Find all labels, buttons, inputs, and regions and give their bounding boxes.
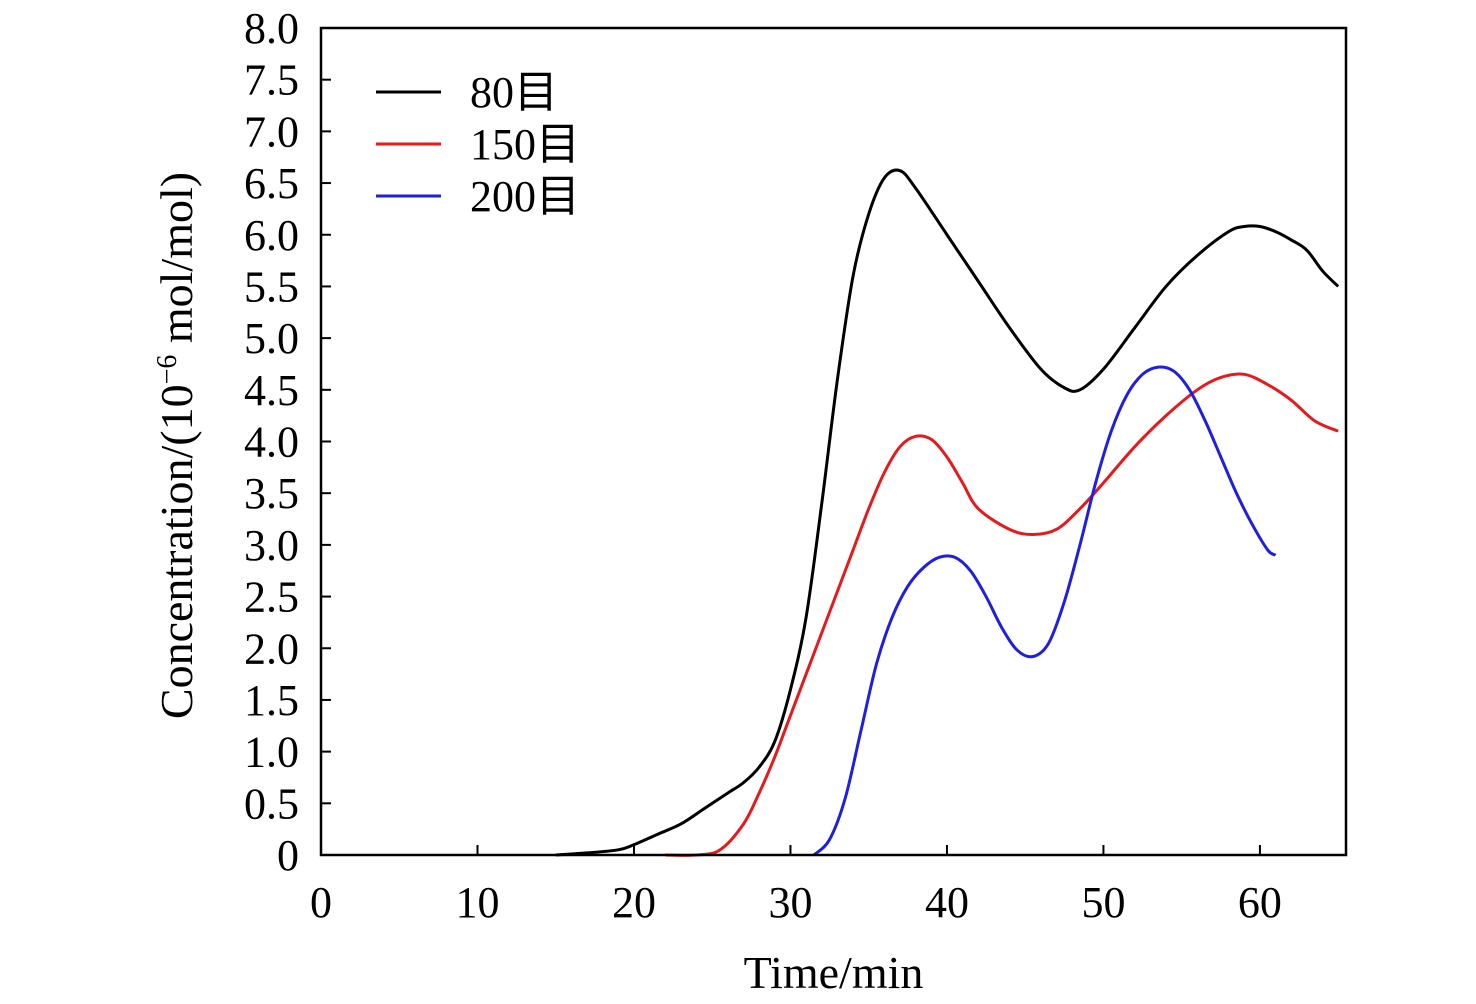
y-tick-label: 0.5 — [244, 779, 299, 828]
series-line-1 — [555, 168, 1340, 857]
y-axis-ticks: 00.51.01.52.02.53.03.54.04.55.05.56.06.5… — [244, 4, 331, 880]
y-tick-label: 5.0 — [244, 314, 299, 363]
y-tick-label: 2.5 — [244, 573, 299, 622]
y-tick-label: 4.5 — [244, 366, 299, 415]
series-line-3 — [812, 365, 1277, 857]
series-line-2 — [665, 372, 1339, 857]
y-tick-label: 3.5 — [244, 469, 299, 518]
y-tick-label: 5.5 — [244, 262, 299, 311]
y-tick-label: 4.0 — [244, 418, 299, 467]
y-tick-label: 7.0 — [244, 107, 299, 156]
x-tick-label: 20 — [612, 878, 656, 927]
y-axis-title: Concentration/(10−6 mol/mol) — [151, 172, 202, 719]
series-layer — [555, 168, 1340, 857]
x-axis-title: Time/min — [744, 947, 924, 998]
x-tick-label: 10 — [455, 878, 499, 927]
x-tick-label: 60 — [1238, 878, 1282, 927]
x-tick-label: 50 — [1081, 878, 1125, 927]
legend-label-3: 200目 — [470, 172, 580, 221]
y-tick-label: 8.0 — [244, 4, 299, 53]
y-tick-label: 1.5 — [244, 676, 299, 725]
y-axis-title-prefix: Concentration/(10 — [151, 384, 202, 719]
legend-label-1: 80目 — [470, 68, 558, 117]
y-tick-label: 7.5 — [244, 56, 299, 105]
y-axis-title-exponent: −6 — [152, 355, 183, 385]
x-tick-label: 40 — [925, 878, 969, 927]
y-tick-label: 1.0 — [244, 728, 299, 777]
legend-label-2: 150目 — [470, 120, 580, 169]
y-tick-label: 2.0 — [244, 624, 299, 673]
x-tick-label: 30 — [768, 878, 812, 927]
y-tick-label: 6.5 — [244, 159, 299, 208]
x-tick-label: 0 — [310, 878, 332, 927]
x-axis-ticks: 0 10 20 30 40 50 60 — [310, 845, 1282, 927]
y-axis-title-suffix: mol/mol) — [151, 172, 202, 355]
y-tick-label: 3.0 — [244, 521, 299, 570]
y-tick-label: 6.0 — [244, 211, 299, 260]
y-tick-label: 0 — [277, 831, 299, 880]
